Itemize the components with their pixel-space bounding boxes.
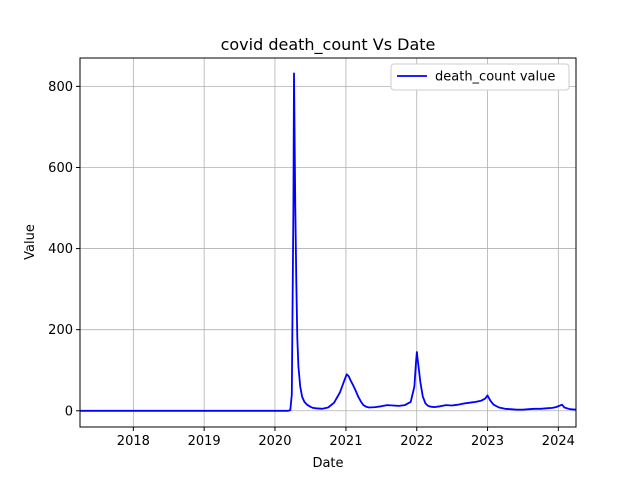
y-tick-label: 600 <box>48 161 73 176</box>
legend: death_count value <box>390 63 570 91</box>
y-tick-label: 800 <box>48 80 73 95</box>
y-tick-label: 200 <box>48 323 73 338</box>
plot-area <box>79 57 577 428</box>
y-tick-label: 0 <box>65 404 73 419</box>
x-tick-label: 2019 <box>188 434 221 449</box>
x-tick-label: 2024 <box>542 434 575 449</box>
series-layer <box>80 72 577 412</box>
y-axis-label: Value <box>23 224 38 260</box>
series-line-death-count <box>80 72 577 412</box>
x-tick-label: 2023 <box>471 434 504 449</box>
x-tick-label: 2018 <box>117 434 150 449</box>
legend-label: death_count value <box>435 70 555 85</box>
legend-box <box>390 63 570 91</box>
chart-title: covid death_count Vs Date <box>221 35 436 55</box>
y-tick-label: 400 <box>48 242 73 257</box>
axis-ticks: 2018 2019 2020 2021 2022 2023 2024 0 200 400 600 80… <box>48 80 575 449</box>
x-tick-label: 2020 <box>258 434 291 449</box>
x-tick-label: 2021 <box>329 434 362 449</box>
x-axis-label: Date <box>312 456 343 471</box>
x-tick-label: 2022 <box>400 434 433 449</box>
